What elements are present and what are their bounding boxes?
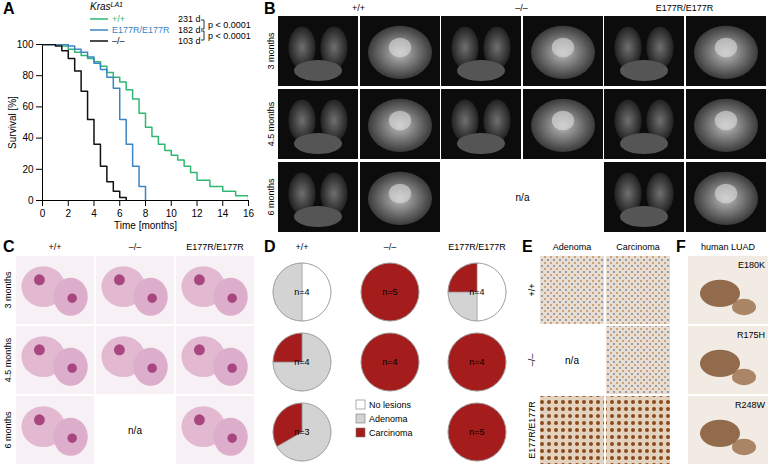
svg-text:100: 100 xyxy=(17,39,34,50)
svg-text:n=4: n=4 xyxy=(469,357,484,367)
svg-text:–/–: –/– xyxy=(129,242,142,252)
svg-text:4.5 months: 4.5 months xyxy=(266,101,276,146)
svg-text:n=4: n=4 xyxy=(469,287,484,297)
svg-text:103 d: 103 d xyxy=(178,36,201,46)
svg-text:n=5: n=5 xyxy=(469,427,484,437)
svg-text:80: 80 xyxy=(22,70,34,81)
svg-text:4.5 months: 4.5 months xyxy=(3,337,13,382)
svg-text:+/+: +/+ xyxy=(352,3,365,13)
svg-text:8: 8 xyxy=(143,208,149,219)
svg-text:60: 60 xyxy=(22,101,34,112)
svg-text:14: 14 xyxy=(217,208,229,219)
svg-text:E180K: E180K xyxy=(738,260,765,270)
svg-text:+/+: +/+ xyxy=(527,283,537,296)
svg-text:4: 4 xyxy=(91,208,97,219)
svg-text:KrasLA1: KrasLA1 xyxy=(90,1,123,12)
svg-text:3 months: 3 months xyxy=(3,271,13,309)
svg-text:n=3: n=3 xyxy=(294,427,309,437)
svg-text:3 months: 3 months xyxy=(266,32,276,70)
svg-text:6: 6 xyxy=(117,208,123,219)
svg-text:182 d: 182 d xyxy=(178,25,201,35)
svg-text:–/–: –/– xyxy=(384,242,397,252)
svg-text:Carcinoma: Carcinoma xyxy=(616,242,660,252)
svg-text:Survival [%]: Survival [%] xyxy=(7,96,18,149)
svg-text:R175H: R175H xyxy=(737,330,765,340)
svg-text:E: E xyxy=(522,238,533,255)
svg-text:n=4: n=4 xyxy=(382,357,397,367)
svg-text:p < 0.0001: p < 0.0001 xyxy=(208,20,251,30)
svg-text:231 d: 231 d xyxy=(178,14,201,24)
svg-text:2: 2 xyxy=(65,208,71,219)
svg-text:human LUAD: human LUAD xyxy=(701,242,756,252)
svg-text:16: 16 xyxy=(243,208,255,219)
svg-text:6 months: 6 months xyxy=(3,411,13,449)
svg-text:C: C xyxy=(3,238,15,255)
svg-text:10: 10 xyxy=(166,208,178,219)
svg-text:20: 20 xyxy=(22,164,34,175)
svg-text:n=5: n=5 xyxy=(382,287,397,297)
svg-text:0: 0 xyxy=(40,208,46,219)
svg-text:–/–: –/– xyxy=(112,36,125,46)
svg-text:R248W: R248W xyxy=(735,400,766,410)
svg-text:6 months: 6 months xyxy=(266,178,276,216)
svg-text:40: 40 xyxy=(22,132,34,143)
svg-text:E177R/E177R: E177R/E177R xyxy=(527,401,537,459)
svg-text:n/a: n/a xyxy=(565,355,579,366)
svg-text:E177R/E177R: E177R/E177R xyxy=(186,242,244,252)
svg-text:+/+: +/+ xyxy=(112,14,125,24)
svg-text:n/a: n/a xyxy=(128,425,142,436)
svg-text:n/a: n/a xyxy=(516,192,530,203)
svg-text:–/–: –/– xyxy=(527,354,537,367)
svg-text:n=4: n=4 xyxy=(294,287,309,297)
svg-text:12: 12 xyxy=(191,208,203,219)
svg-text:p < 0.0001: p < 0.0001 xyxy=(208,31,251,41)
svg-text:+/+: +/+ xyxy=(48,242,61,252)
svg-text:D: D xyxy=(264,238,276,255)
svg-text:B: B xyxy=(264,0,276,17)
svg-text:A: A xyxy=(3,0,15,17)
svg-text:E177R/E177R: E177R/E177R xyxy=(656,3,714,13)
svg-text:0: 0 xyxy=(28,195,34,206)
svg-text:F: F xyxy=(676,238,686,255)
svg-text:n=4: n=4 xyxy=(294,357,309,367)
svg-text:E177R/E177R: E177R/E177R xyxy=(112,25,170,35)
svg-text:Adenoma: Adenoma xyxy=(553,242,592,252)
svg-text:Adenoma: Adenoma xyxy=(369,414,408,424)
svg-text:+/+: +/+ xyxy=(295,242,308,252)
svg-text:Time [months]: Time [months] xyxy=(114,220,177,231)
svg-text:Carcinoma: Carcinoma xyxy=(369,428,413,438)
svg-text:No lesions: No lesions xyxy=(369,400,412,410)
svg-text:E177R/E177R: E177R/E177R xyxy=(448,242,506,252)
svg-text:–/–: –/– xyxy=(515,3,528,13)
